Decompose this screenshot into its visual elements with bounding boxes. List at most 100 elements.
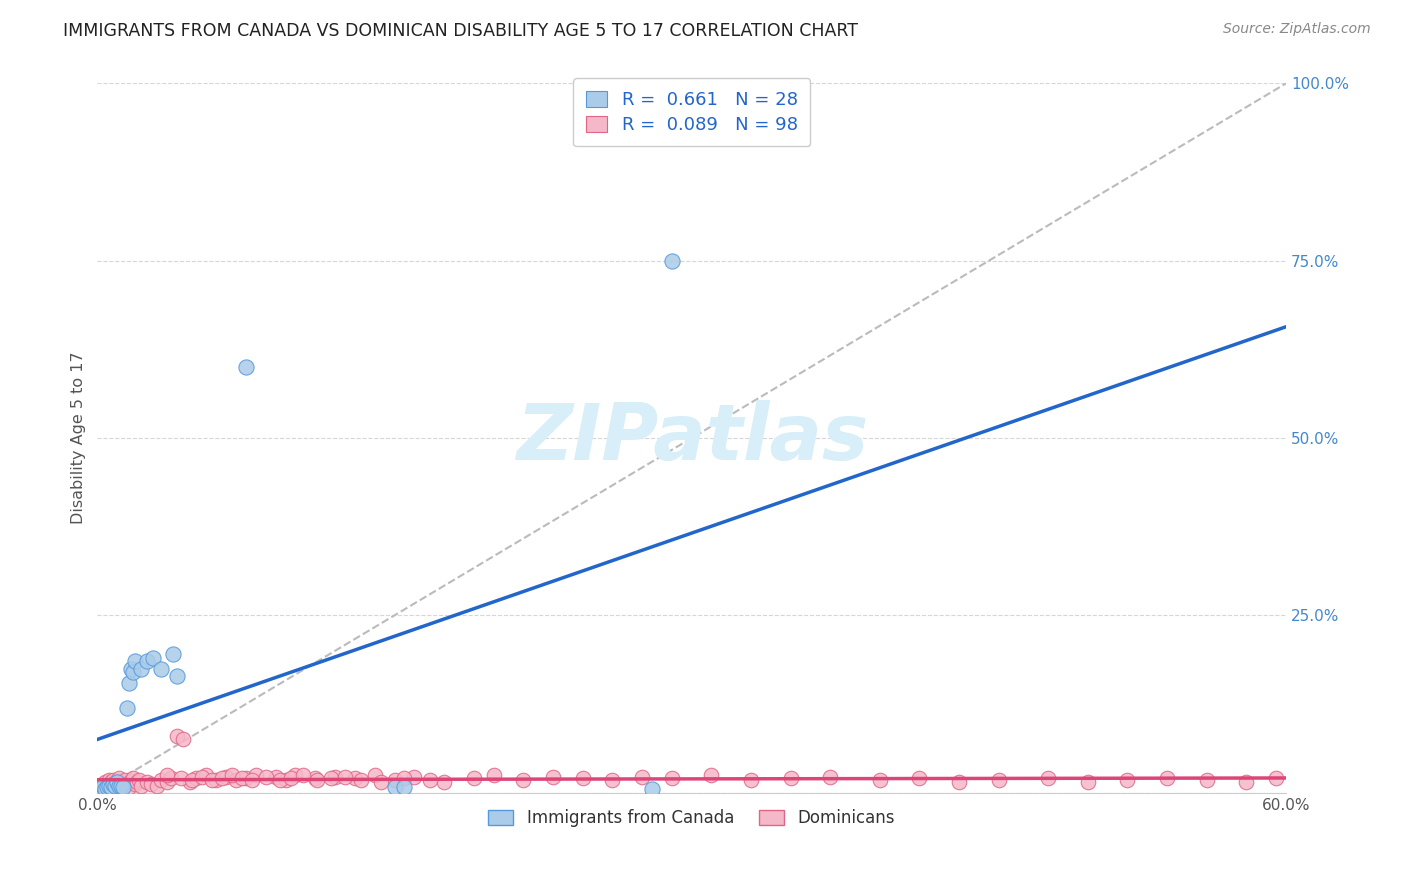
Point	[419, 772, 441, 787]
Point	[166, 729, 188, 743]
Point	[110, 779, 132, 793]
Point	[482, 768, 505, 782]
Point	[1265, 772, 1288, 786]
Point	[225, 772, 247, 787]
Point	[142, 651, 165, 665]
Point	[820, 770, 842, 784]
Point	[284, 768, 307, 782]
Point	[112, 780, 135, 794]
Point	[463, 772, 485, 786]
Point	[211, 772, 233, 786]
Point	[169, 772, 191, 786]
Point	[100, 775, 122, 789]
Point	[129, 779, 152, 793]
Point	[869, 772, 891, 787]
Point	[94, 775, 117, 789]
Point	[108, 779, 131, 793]
Point	[90, 782, 112, 797]
Point	[186, 772, 208, 786]
Point	[98, 777, 121, 791]
Point	[264, 770, 287, 784]
Point	[135, 775, 157, 789]
Point	[91, 777, 114, 791]
Point	[91, 782, 114, 797]
Point	[571, 772, 593, 786]
Point	[384, 772, 406, 787]
Point	[122, 665, 145, 679]
Point	[94, 782, 117, 797]
Point	[149, 772, 172, 787]
Point	[129, 661, 152, 675]
Point	[118, 675, 141, 690]
Point	[740, 772, 762, 787]
Legend: Immigrants from Canada, Dominicans: Immigrants from Canada, Dominicans	[482, 803, 901, 834]
Point	[201, 772, 224, 787]
Point	[112, 775, 135, 789]
Point	[122, 772, 145, 786]
Point	[307, 772, 329, 787]
Point	[195, 768, 218, 782]
Point	[235, 772, 257, 786]
Point	[319, 772, 342, 786]
Point	[1038, 772, 1060, 786]
Point	[96, 780, 118, 794]
Point	[404, 770, 426, 784]
Point	[91, 779, 114, 793]
Point	[115, 777, 138, 791]
Point	[105, 774, 128, 789]
Point	[661, 772, 683, 786]
Point	[292, 768, 315, 782]
Point	[149, 661, 172, 675]
Point	[908, 772, 931, 786]
Point	[125, 775, 148, 789]
Point	[104, 775, 127, 789]
Point	[135, 655, 157, 669]
Point	[98, 779, 121, 793]
Point	[205, 772, 228, 787]
Point	[631, 770, 654, 784]
Point	[384, 780, 406, 794]
Point	[120, 774, 142, 789]
Point	[269, 772, 291, 787]
Point	[231, 772, 253, 786]
Point	[433, 775, 456, 789]
Point	[1195, 772, 1218, 787]
Text: IMMIGRANTS FROM CANADA VS DOMINICAN DISABILITY AGE 5 TO 17 CORRELATION CHART: IMMIGRANTS FROM CANADA VS DOMINICAN DISA…	[63, 22, 858, 40]
Point	[541, 770, 564, 784]
Point	[512, 772, 534, 787]
Point	[100, 780, 122, 794]
Point	[394, 780, 416, 794]
Point	[118, 780, 141, 794]
Point	[240, 772, 263, 787]
Point	[96, 779, 118, 793]
Point	[280, 772, 302, 786]
Point	[103, 777, 125, 791]
Point	[105, 780, 128, 794]
Point	[120, 661, 142, 675]
Point	[114, 772, 136, 787]
Point	[1116, 772, 1139, 787]
Point	[108, 772, 131, 786]
Point	[1156, 772, 1178, 786]
Point	[343, 772, 366, 786]
Point	[115, 700, 138, 714]
Point	[191, 770, 214, 784]
Point	[96, 781, 118, 796]
Point	[105, 775, 128, 789]
Point	[323, 770, 346, 784]
Point	[103, 779, 125, 793]
Point	[179, 775, 201, 789]
Point	[274, 772, 297, 787]
Point	[159, 772, 181, 786]
Point	[90, 779, 112, 793]
Point	[215, 770, 238, 784]
Point	[146, 779, 169, 793]
Point	[221, 768, 243, 782]
Point	[254, 770, 277, 784]
Y-axis label: Disability Age 5 to 17: Disability Age 5 to 17	[72, 351, 86, 524]
Point	[156, 768, 179, 782]
Point	[350, 772, 373, 787]
Point	[948, 775, 970, 789]
Point	[245, 768, 267, 782]
Point	[94, 780, 117, 794]
